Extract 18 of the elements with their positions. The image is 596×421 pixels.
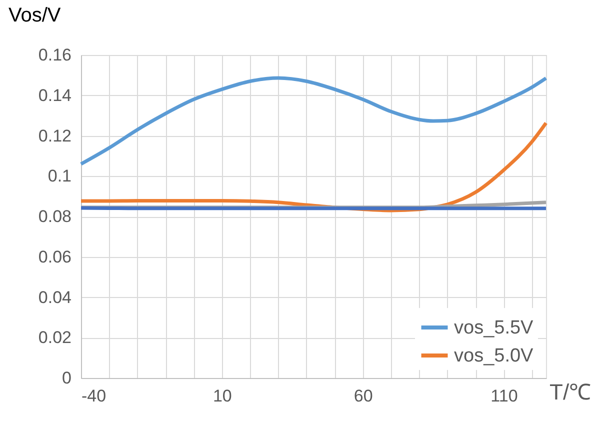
line-series [79,76,548,166]
x-axis-title: T/℃ [550,380,592,404]
y-tick-label: 0.12 [38,126,72,146]
y-tick-label: 0.14 [38,86,72,105]
y-tick-label: 0.02 [38,328,72,348]
x-tick-label: 10 [212,386,232,406]
y-tick-label: 0.1 [48,166,72,186]
y-tick-label: 0.16 [38,46,72,64]
y-tick-label: 0.08 [38,207,72,226]
x-tick-label: 110 [490,386,518,406]
x-tick-label: 60 [354,386,373,406]
legend-label: vos_5.0V [454,346,534,366]
x-tick-label: -40 [82,386,106,406]
y-tick-label: 0 [62,368,72,388]
y-axis-title: Vos/V [8,4,62,26]
y-tick-label: 0.06 [38,247,72,266]
y-tick-label: 0.04 [38,288,72,307]
legend-label: vos_5.5V [454,318,534,338]
